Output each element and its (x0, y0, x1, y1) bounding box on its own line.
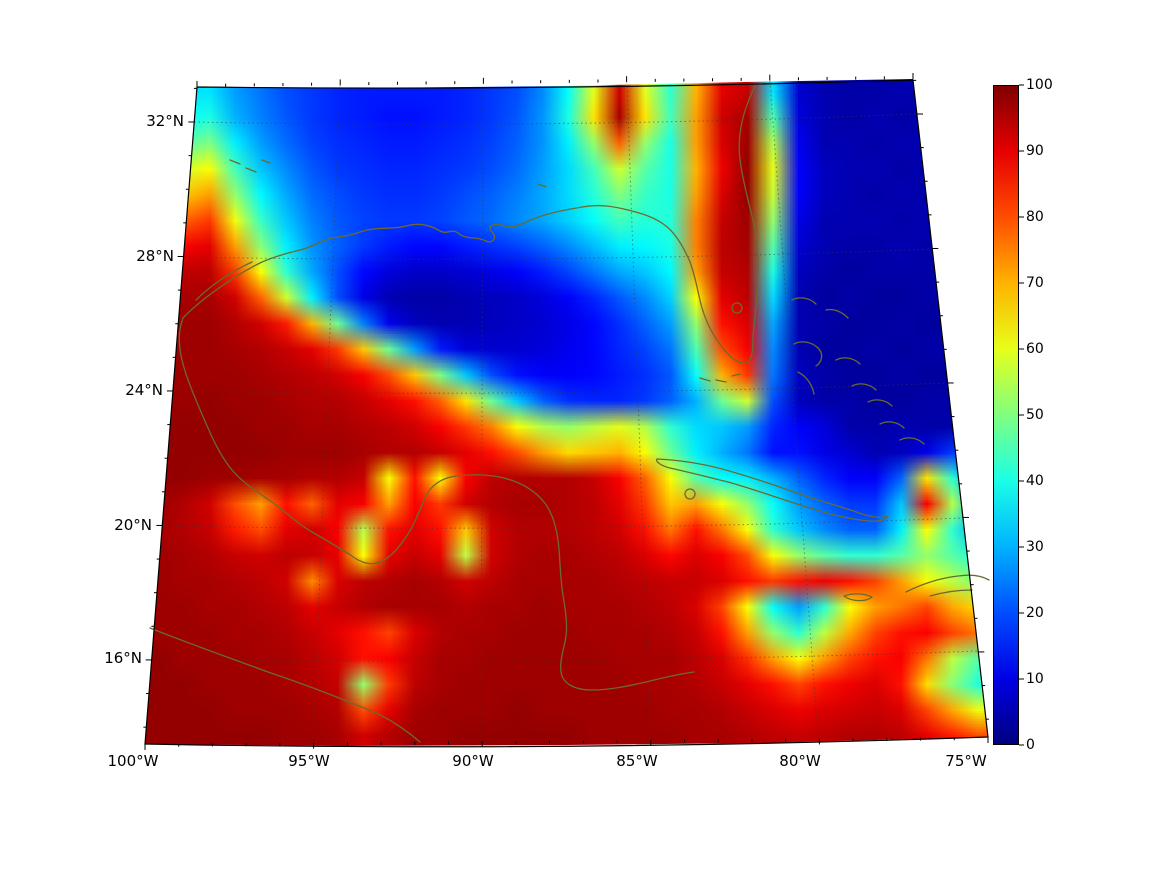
colorbar-label-50: 50 (1026, 407, 1044, 423)
colorbar-label-30: 30 (1026, 539, 1044, 555)
colorbar-label-20: 20 (1026, 605, 1044, 621)
lon-tick-label-100w: 100°W (107, 752, 159, 770)
heatmap-canvas (145, 79, 988, 746)
lon-tick-label-85w: 85°W (616, 752, 658, 770)
colorbar-label-10: 10 (1026, 671, 1044, 687)
colorbar (993, 85, 1019, 745)
lon-tick-label-95w: 95°W (288, 752, 330, 770)
lat-tick-label-32n: 32°N (146, 112, 184, 130)
colorbar-label-0: 0 (1026, 737, 1035, 753)
colorbar-label-80: 80 (1026, 209, 1044, 225)
lat-tick-label-24n: 24°N (125, 381, 163, 399)
colorbar-label-100: 100 (1026, 77, 1053, 93)
lon-tick-label-90w: 90°W (452, 752, 494, 770)
lon-tick-label-80w: 80°W (779, 752, 821, 770)
lat-tick-label-16n: 16°N (104, 649, 142, 667)
lat-tick-label-20n: 20°N (114, 516, 152, 534)
colorbar-gradient (994, 86, 1018, 744)
lon-tick-label-75w: 75°W (945, 752, 987, 770)
lat-tick-label-28n: 28°N (136, 247, 174, 265)
colorbar-label-60: 60 (1026, 341, 1044, 357)
colorbar-label-90: 90 (1026, 143, 1044, 159)
colorbar-label-70: 70 (1026, 275, 1044, 291)
colorbar-label-40: 40 (1026, 473, 1044, 489)
